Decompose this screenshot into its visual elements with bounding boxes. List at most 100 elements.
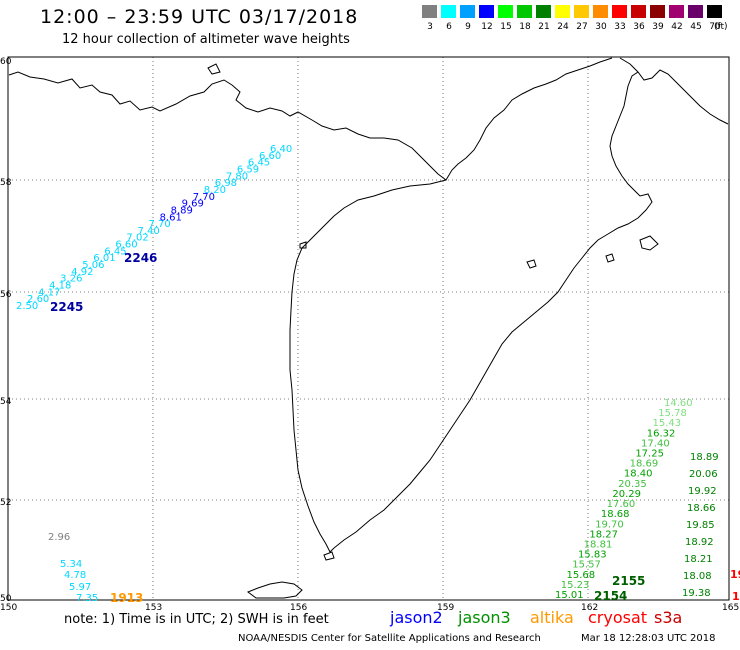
legend-swatch-18 [517, 5, 532, 18]
wave-height-label: 6.98 [215, 178, 237, 189]
wave-height-label: 4.92 [71, 267, 93, 278]
legend-label-33: 33 [614, 22, 626, 32]
wave-height-label: 6.59 [237, 164, 259, 175]
wave-height-label: 18.66 [687, 503, 716, 514]
legend-label-15: 15 [500, 22, 512, 32]
legend-label-45: 45 [690, 22, 702, 32]
wave-height-label: 18.21 [684, 554, 713, 565]
wave-height-label: 20.29 [612, 489, 641, 500]
wave-height-label: 2.60 [27, 294, 49, 305]
footer-note: note: 1) Time is in UTC; 2) SWH is in fe… [64, 612, 329, 627]
page-title: 12:00 – 23:59 UTC 03/17/2018 [40, 6, 359, 28]
legend-swatch-36 [631, 5, 646, 18]
wave-height-label: 18.40 [624, 469, 653, 480]
legend-label-9: 9 [465, 22, 471, 32]
page-subtitle: 12 hour collection of altimeter wave hei… [62, 32, 350, 47]
time-label: 1913 [110, 591, 143, 605]
wave-height-label: 5.34 [60, 559, 82, 570]
edge-label: 19 [730, 568, 740, 581]
wave-height-label: 4.78 [64, 570, 86, 581]
legend-swatch-42 [669, 5, 684, 18]
wave-height-label: 20.35 [618, 479, 647, 490]
wave-height-label: 14.60 [664, 398, 693, 409]
map-border [7, 56, 730, 601]
wave-height-label: 15.01 [555, 590, 584, 601]
mission-jason3: jason3 [458, 608, 511, 627]
wave-height-label: 19.38 [682, 588, 711, 599]
wave-height-label: 20.06 [689, 469, 718, 480]
wave-height-label: 18.27 [589, 529, 618, 540]
legend-swatch-24 [555, 5, 570, 18]
legend-label-39: 39 [652, 22, 664, 32]
lon-label-165: 165 [722, 603, 740, 613]
time-label: 2155 [612, 574, 645, 588]
observation-labels: 2.502.604.174.183.264.925.066.016.456.60… [16, 144, 740, 605]
lat-lon-grid [8, 57, 729, 600]
legend-label-12: 12 [481, 22, 493, 32]
wave-height-label: 17.60 [607, 499, 636, 510]
wave-height-label: 7.80 [226, 171, 248, 182]
wave-height-label: 6.60 [115, 240, 137, 251]
time-label: 2245 [50, 300, 83, 314]
wave-height-label: 5.06 [82, 260, 104, 271]
legend-unit: (ft) [714, 22, 728, 32]
wave-height-label: 2.50 [16, 301, 38, 312]
wave-height-label: 8.20 [204, 185, 226, 196]
legend-swatch-70 [707, 5, 722, 18]
mission-s3a: s3a [654, 608, 683, 627]
legend-label-36: 36 [633, 22, 645, 32]
wave-height-label: 18.69 [630, 459, 659, 470]
wave-height-label: 6.01 [93, 253, 115, 264]
legend-label-24: 24 [557, 22, 569, 32]
wave-height-label: 17.25 [635, 449, 664, 460]
wave-height-label: 7.35 [76, 593, 98, 604]
wave-height-label: 2.96 [48, 532, 70, 543]
edge-label: 1 [732, 590, 740, 603]
time-label: 2154 [594, 589, 627, 603]
wave-height-label: 15.57 [572, 560, 601, 571]
wave-height-label: 15.83 [578, 550, 607, 561]
wave-height-label: 15.23 [561, 580, 590, 591]
wave-height-label: 18.81 [584, 539, 613, 550]
legend-swatch-27 [574, 5, 589, 18]
lon-label-153: 153 [145, 603, 163, 613]
legend-swatch-21 [536, 5, 551, 18]
wave-height-label: 6.45 [248, 158, 270, 169]
mission-altika: altika [530, 608, 574, 627]
wave-height-label: 15.68 [566, 570, 595, 581]
legend-swatch-3 [422, 5, 437, 18]
wave-height-label: 8.89 [171, 205, 193, 216]
time-label: 2246 [124, 251, 157, 265]
wave-height-label: 17.40 [641, 438, 670, 449]
lat-label-58: 58 [0, 178, 12, 188]
wave-height-label: 18.08 [683, 571, 712, 582]
lon-label-159: 159 [437, 603, 455, 613]
wave-height-label: 4.17 [38, 287, 60, 298]
legend-swatch-15 [498, 5, 513, 18]
wave-height-label: 15.78 [658, 408, 687, 419]
generated-timestamp: Mar 18 12:28:03 UTC 2018 [581, 633, 716, 644]
wave-height-label: 18.68 [601, 509, 630, 520]
wave-height-label: 7.02 [126, 233, 148, 244]
legend-label-70: 70 [709, 22, 721, 32]
lat-label-54: 54 [0, 397, 12, 407]
wave-height-label: 18.89 [690, 452, 719, 463]
lat-label-60: 60 [0, 57, 12, 67]
lat-label-52: 52 [0, 498, 12, 508]
legend-swatch-30 [593, 5, 608, 18]
lat-label-50: 50 [0, 594, 12, 604]
legend-swatch-33 [612, 5, 627, 18]
legend-label-18: 18 [519, 22, 531, 32]
legend-label-42: 42 [671, 22, 683, 32]
wave-height-label: 7.70 [193, 192, 215, 203]
wave-height-label: 8.61 [160, 212, 182, 223]
wave-height-label: 19.70 [595, 519, 624, 530]
wave-height-label: 3.26 [60, 274, 82, 285]
legend-label-30: 30 [595, 22, 607, 32]
lon-label-150: 150 [0, 603, 18, 613]
wave-height-label: 7.70 [149, 219, 171, 230]
legend-label-27: 27 [576, 22, 588, 32]
legend-swatch-12 [479, 5, 494, 18]
